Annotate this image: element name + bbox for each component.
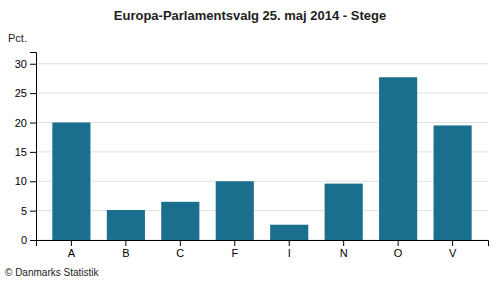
x-tick-mark [343, 240, 344, 246]
y-tick: 15 [15, 146, 36, 158]
y-tick: 25 [15, 87, 36, 99]
x-tick-mark [71, 240, 72, 246]
plot: A B C F I N O V 0 5 10 15 20 25 30 [15, 53, 489, 259]
grid-line [36, 122, 488, 123]
x-tick-label: F [231, 247, 238, 259]
x-tick: C [176, 240, 184, 259]
x-tick-label: I [288, 247, 291, 259]
grid-line [36, 93, 488, 94]
y-axis-line [30, 53, 37, 241]
chart: A B C F I N O V 0 5 10 15 20 25 30 Pct. Europa-Parlament… [0, 0, 500, 282]
y-tick-label: 10 [15, 175, 27, 187]
x-tick: A [68, 240, 76, 259]
y-tick: 0 [21, 234, 36, 246]
x-tick-mark [398, 240, 399, 246]
grid-line [36, 63, 488, 64]
y-tick-mark [30, 152, 36, 153]
y-tick: 10 [15, 175, 36, 187]
y-tick: 30 [15, 58, 36, 70]
x-tick: O [394, 240, 403, 259]
x-axis-line [37, 241, 489, 247]
y-tick-label: 20 [15, 117, 27, 129]
x-tick-label: B [122, 247, 129, 259]
bar [52, 123, 90, 241]
x-tick-mark [125, 240, 126, 246]
x-tick-mark [234, 240, 235, 246]
y-tick: 5 [21, 205, 36, 217]
title: Europa-Parlamentsvalg 25. maj 2014 - Ste… [114, 8, 386, 23]
y-tick-mark [30, 64, 36, 65]
x-axis: ABCFINOV [37, 240, 489, 259]
y-tick-mark [30, 123, 36, 124]
footer: © Danmarks Statistik [5, 267, 100, 278]
x-tick-label: N [340, 247, 348, 259]
x-tick-label: C [176, 247, 184, 259]
x-tick-mark [180, 240, 181, 246]
x-tick-label: A [68, 247, 76, 259]
bar [216, 181, 254, 240]
y-tick-label: 5 [21, 205, 27, 217]
x-tick: V [449, 240, 457, 259]
x-tick-label: V [449, 247, 457, 259]
y-tick-label: 15 [15, 146, 27, 158]
y-tick-mark [30, 240, 36, 241]
y-axis: 0 5 10 15 20 25 30 [15, 53, 37, 247]
bars [52, 77, 471, 240]
y-tick-label: 25 [15, 87, 27, 99]
x-tick-mark [452, 240, 453, 246]
x-tick: B [122, 240, 129, 259]
x-tick-mark [289, 240, 290, 246]
grid-line [36, 181, 488, 182]
y-tick: 20 [15, 117, 36, 129]
bar [379, 77, 417, 240]
y-tick-mark [30, 93, 36, 94]
x-tick: I [288, 240, 291, 259]
bar [434, 125, 472, 240]
y-tick-label: 0 [21, 234, 27, 246]
x-tick: N [340, 240, 348, 259]
grid [36, 64, 488, 240]
y-axis-title: Pct. [8, 32, 27, 44]
bar [325, 184, 363, 240]
bar [107, 210, 145, 240]
x-tick: F [231, 240, 238, 259]
bar [270, 225, 308, 240]
y-tick-label: 30 [15, 58, 27, 70]
grid-line [36, 210, 488, 211]
y-tick-mark [30, 181, 36, 182]
y-tick-mark [30, 211, 36, 212]
x-tick-label: O [394, 247, 403, 259]
grid-line [36, 151, 488, 152]
bar [161, 202, 199, 240]
